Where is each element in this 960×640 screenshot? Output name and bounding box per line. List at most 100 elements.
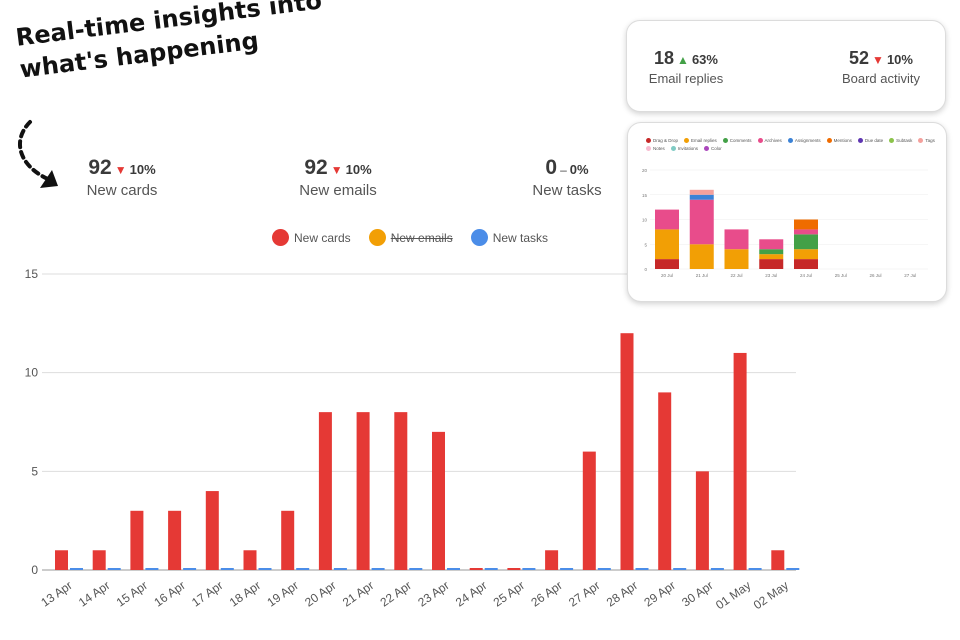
legend-label: New emails xyxy=(390,230,453,245)
x-tick-label: 02 May xyxy=(751,578,791,612)
y-tick-label: 0 xyxy=(31,563,38,577)
x-tick-label: 21 Apr xyxy=(340,578,376,609)
bar-new-tasks[interactable] xyxy=(635,568,649,570)
bar-new-tasks[interactable] xyxy=(786,568,800,570)
mini-legend-item[interactable]: Mentions xyxy=(826,138,852,143)
mini-bar-segment[interactable] xyxy=(759,239,784,250)
mini-bar-segment[interactable] xyxy=(759,249,784,255)
mini-bar-segment[interactable] xyxy=(794,234,818,250)
bar-new-cards[interactable] xyxy=(318,412,332,570)
mini-legend-item[interactable]: Tags xyxy=(918,138,935,143)
mini-bar-segment[interactable] xyxy=(689,244,714,269)
bar-new-tasks[interactable] xyxy=(484,568,498,570)
legend-item-new-tasks[interactable]: New tasks xyxy=(470,229,548,246)
mini-bar-segment[interactable] xyxy=(724,229,749,250)
mini-bar-segment[interactable] xyxy=(759,259,784,269)
bar-new-tasks[interactable] xyxy=(522,568,536,570)
bar-new-cards[interactable] xyxy=(394,412,408,570)
bar-new-tasks[interactable] xyxy=(673,568,687,570)
bar-new-tasks[interactable] xyxy=(447,568,460,570)
mini-legend-item[interactable]: Comments xyxy=(722,138,752,143)
bar-new-cards[interactable] xyxy=(243,550,257,570)
kpi-change: 10% xyxy=(345,162,372,177)
bar-new-tasks[interactable] xyxy=(597,568,611,570)
kpi-board-activity: 52 ▼ 10% Board activity xyxy=(796,48,960,86)
bar-new-tasks[interactable] xyxy=(183,568,197,570)
bar-new-cards[interactable] xyxy=(545,550,559,570)
x-tick-label: 26 Apr xyxy=(528,578,564,609)
mini-legend-dot xyxy=(646,138,651,143)
legend-label: New cards xyxy=(294,230,351,245)
bar-new-cards[interactable] xyxy=(205,491,219,570)
mini-bar-segment[interactable] xyxy=(794,249,818,260)
mini-legend-dot xyxy=(918,138,924,143)
bar-new-tasks[interactable] xyxy=(748,568,762,570)
mini-legend-label: Comments xyxy=(729,138,752,143)
bar-new-tasks[interactable] xyxy=(258,568,272,570)
bar-new-tasks[interactable] xyxy=(333,568,347,570)
mini-bar-segment[interactable] xyxy=(655,259,679,269)
mini-legend-item[interactable]: Invitations xyxy=(670,146,698,151)
bar-new-cards[interactable] xyxy=(469,568,483,570)
mini-legend-item[interactable]: Email replies xyxy=(684,138,717,143)
mini-bar-segment[interactable] xyxy=(655,209,679,230)
mini-legend-item[interactable]: Due date xyxy=(857,138,883,143)
bar-new-tasks[interactable] xyxy=(710,568,724,570)
bar-new-cards[interactable] xyxy=(432,431,445,570)
mini-legend-item[interactable]: Archives xyxy=(757,138,782,143)
mini-legend-item[interactable]: Subtask xyxy=(889,138,912,143)
mini-legend-item[interactable]: Notes xyxy=(646,146,665,151)
mini-bar-segment[interactable] xyxy=(724,249,749,269)
mini-legend-item[interactable]: Assignments xyxy=(787,138,821,143)
bar-new-tasks[interactable] xyxy=(220,568,234,570)
mini-bar-segment[interactable] xyxy=(794,259,818,269)
bar-new-cards[interactable] xyxy=(356,412,370,570)
mini-chart-legend: Drag & Drop Email replies Comments Archives… xyxy=(646,138,946,151)
x-tick-label: 22 Apr xyxy=(378,578,414,609)
bar-new-tasks[interactable] xyxy=(70,568,83,570)
mini-x-tick-label: 27 Jul xyxy=(904,273,916,278)
bar-new-tasks[interactable] xyxy=(145,568,159,570)
legend-item-new-cards[interactable]: New cards xyxy=(272,229,351,246)
mini-bar-segment[interactable] xyxy=(794,229,818,235)
bar-new-cards[interactable] xyxy=(92,550,106,570)
mini-bar-segment[interactable] xyxy=(794,219,818,230)
mini-chart-bars xyxy=(655,189,818,269)
bar-new-cards[interactable] xyxy=(582,451,596,570)
bar-new-cards[interactable] xyxy=(168,510,182,570)
bar-new-tasks[interactable] xyxy=(560,568,574,570)
mini-legend-label: Tags xyxy=(925,138,935,143)
legend-dot xyxy=(272,229,289,246)
x-tick-label: 25 Apr xyxy=(491,578,527,609)
bar-new-tasks[interactable] xyxy=(107,568,121,570)
bar-new-cards[interactable] xyxy=(55,550,68,570)
bar-new-tasks[interactable] xyxy=(409,568,423,570)
mini-legend-item[interactable]: Drag & Drop xyxy=(646,138,678,143)
bar-new-cards[interactable] xyxy=(507,568,521,570)
kpi-change: 10% xyxy=(129,162,156,177)
mini-x-tick-label: 24 Jul xyxy=(800,273,812,278)
bar-new-tasks[interactable] xyxy=(296,568,310,570)
legend-item-new-emails[interactable]: New emails xyxy=(368,229,453,246)
bar-new-cards[interactable] xyxy=(130,510,144,570)
mini-bar-segment[interactable] xyxy=(655,229,679,260)
mini-x-tick-label: 20 Jul xyxy=(661,273,673,278)
mini-y-tick-label: 15 xyxy=(642,193,648,198)
trend-down-icon: ▼ xyxy=(330,163,343,177)
bar-new-cards[interactable] xyxy=(695,471,709,570)
bar-new-cards[interactable] xyxy=(733,352,747,570)
bar-new-tasks[interactable] xyxy=(371,568,385,570)
stacked-activity-chart: 20 Jul 21 Jul 22 Jul 23 Jul 24 Jul 25 Jul 26 J… xyxy=(642,168,928,278)
mini-bar-segment[interactable] xyxy=(689,199,714,245)
mini-bar-segment[interactable] xyxy=(689,194,714,200)
bar-new-cards[interactable] xyxy=(771,550,785,570)
bar-new-cards[interactable] xyxy=(620,333,634,570)
x-tick-label: 20 Apr xyxy=(302,578,338,609)
y-tick-label: 15 xyxy=(25,267,39,281)
bar-new-cards[interactable] xyxy=(658,392,672,570)
mini-bar-segment[interactable] xyxy=(759,254,784,260)
mini-bar-segment[interactable] xyxy=(689,189,714,195)
kpi-value: 0 xyxy=(545,156,558,179)
mini-legend-item[interactable]: Color xyxy=(704,146,722,151)
bar-new-cards[interactable] xyxy=(281,510,295,570)
